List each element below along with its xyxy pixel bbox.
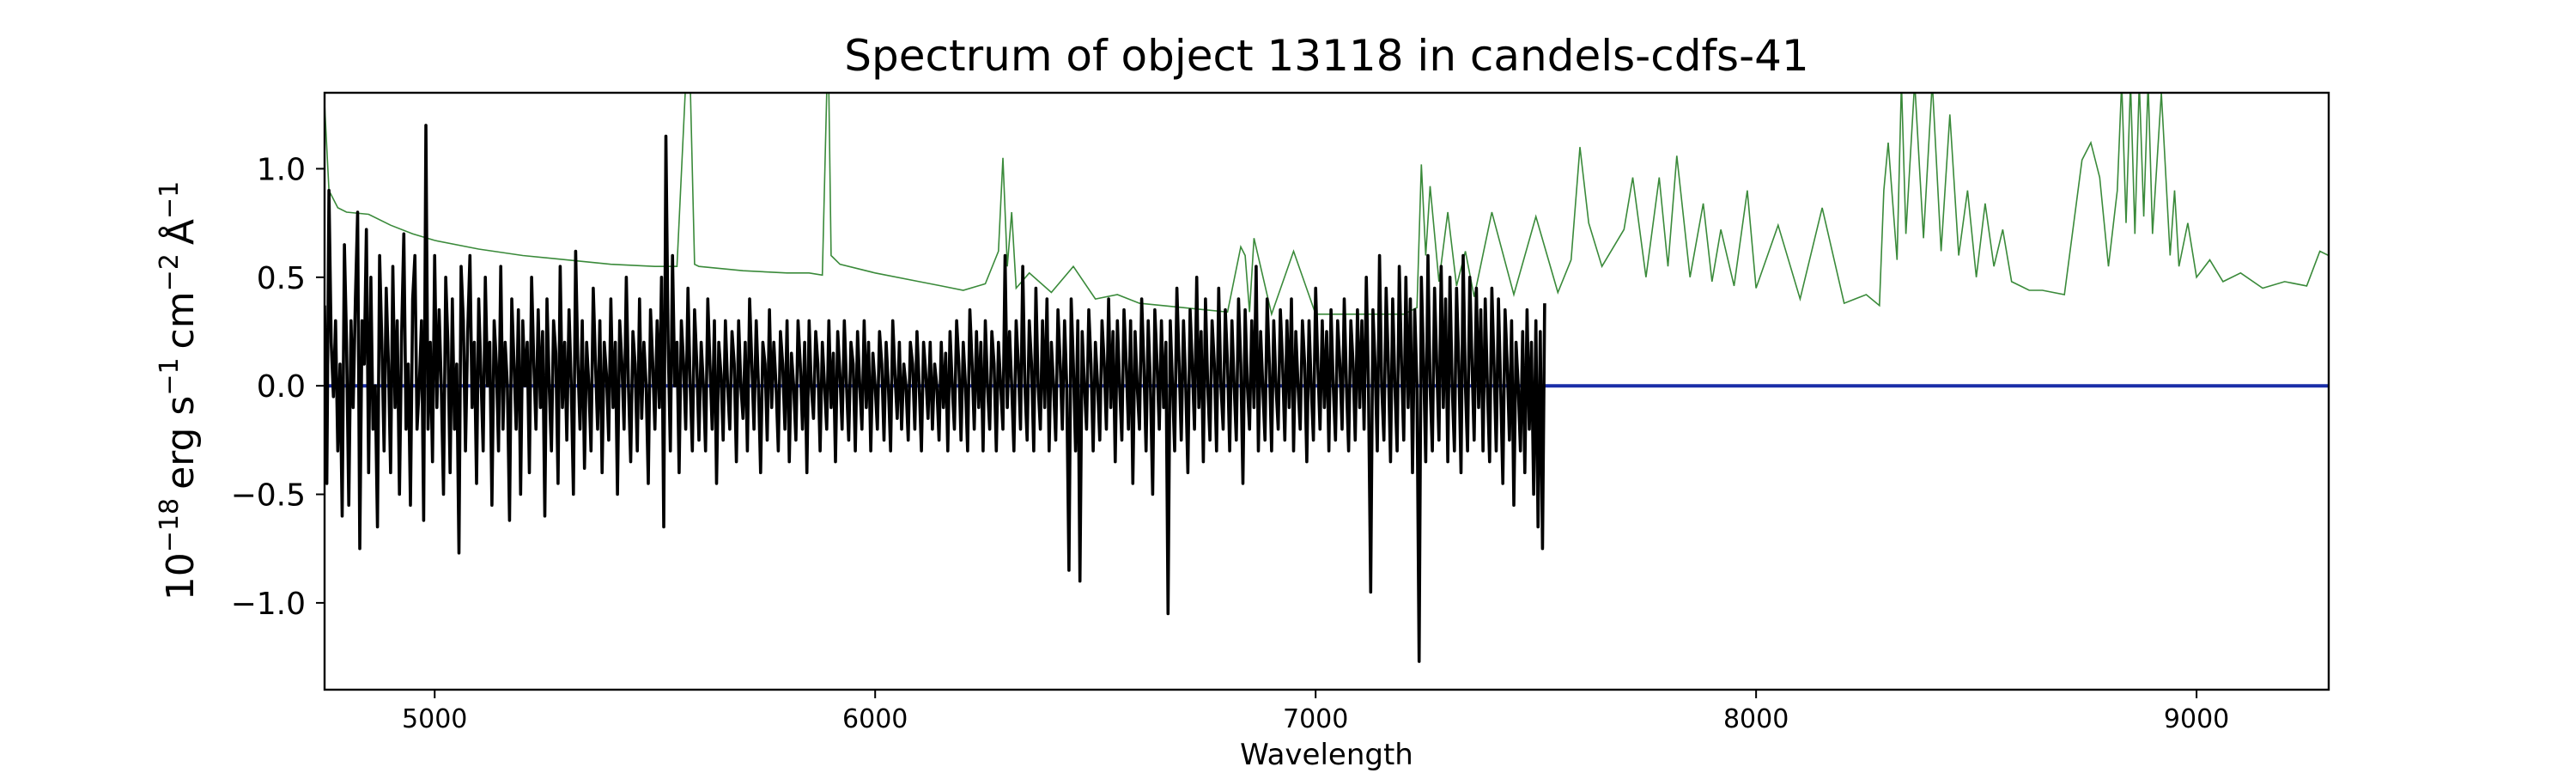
- x-tick-label: 7000: [1283, 704, 1348, 734]
- y-label-base: 10: [159, 552, 203, 600]
- flux-spectrum-line: [325, 124, 1546, 663]
- x-tick-label: 5000: [402, 704, 467, 734]
- y-label-exp: −18: [155, 498, 185, 552]
- y-tick-label: −0.5: [231, 478, 306, 514]
- x-tick-label: 8000: [1723, 704, 1789, 734]
- x-axis-label: Wavelength: [1240, 738, 1413, 772]
- y-label-exp-s: −1: [155, 357, 185, 395]
- y-tick-label: 0.5: [257, 261, 306, 296]
- y-label-angstrom: Å: [157, 219, 203, 245]
- y-label-exp-cm: −2: [155, 253, 185, 291]
- chart-title: Spectrum of object 13118 in candels-cdfs…: [844, 31, 1809, 81]
- plot-frame: [323, 91, 2330, 691]
- series-layer: [325, 93, 2329, 663]
- y-axis: −1.0 −0.5 0.0 0.5 1.0: [231, 152, 325, 622]
- x-axis: 5000 6000 7000 8000 9000: [402, 690, 2229, 734]
- error-spectrum-line: [325, 93, 2329, 317]
- y-label-erg: erg s: [159, 396, 203, 490]
- y-axis-label: 10−18erg s−1cm−2Å−1: [155, 181, 203, 600]
- y-label-cm: cm: [159, 291, 203, 349]
- x-tick-label: 6000: [842, 704, 908, 734]
- x-tick-label: 9000: [2164, 704, 2229, 734]
- y-label-exp-ang: −1: [155, 181, 185, 219]
- y-tick-label: 1.0: [257, 152, 306, 187]
- y-tick-label: −1.0: [231, 587, 306, 622]
- y-tick-label: 0.0: [257, 369, 306, 405]
